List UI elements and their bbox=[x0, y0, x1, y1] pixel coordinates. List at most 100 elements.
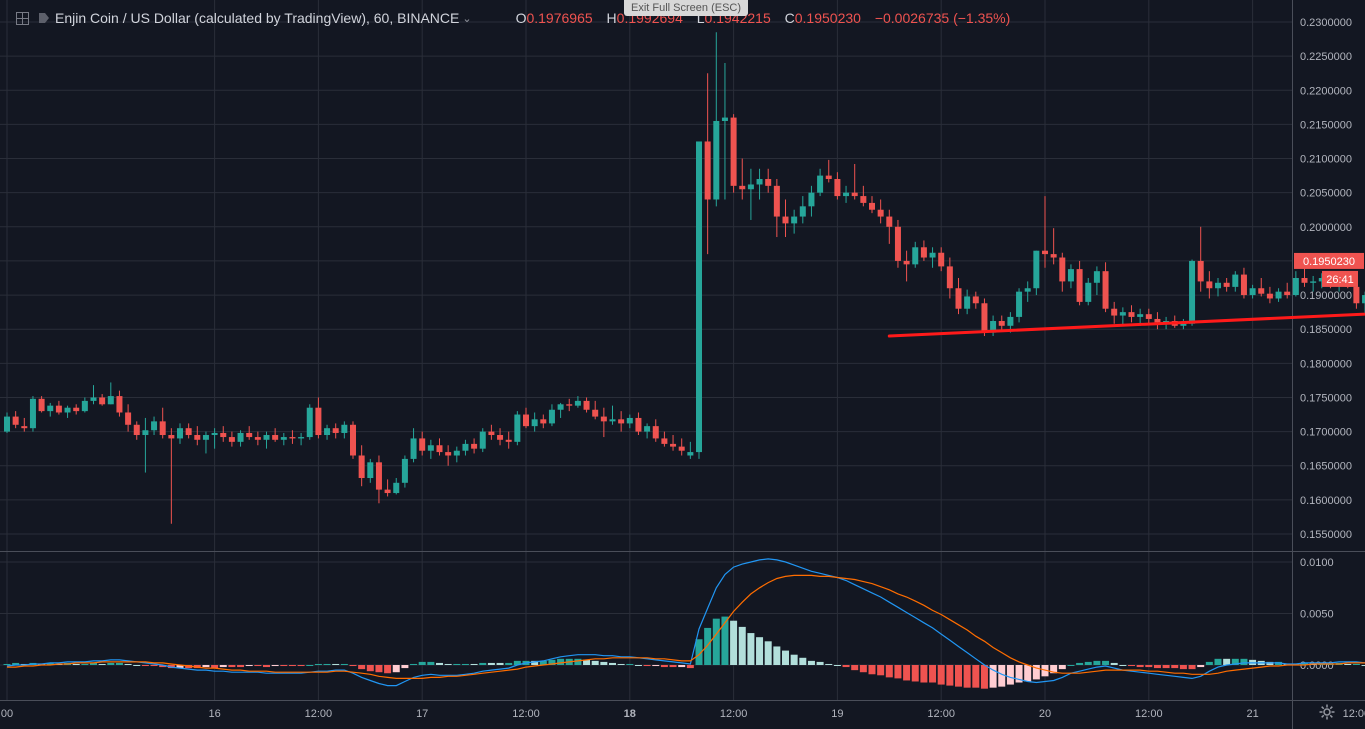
candle-body bbox=[263, 435, 270, 440]
candle bbox=[540, 414, 547, 429]
candle bbox=[393, 478, 400, 495]
candle-body bbox=[1197, 260, 1204, 282]
candle bbox=[609, 405, 616, 425]
candle bbox=[73, 404, 80, 415]
candle bbox=[955, 278, 962, 315]
candle-body bbox=[306, 407, 313, 438]
time-tick-label: 12:00 bbox=[305, 708, 333, 720]
candle bbox=[254, 431, 261, 446]
macd-bar bbox=[1162, 665, 1170, 669]
candle bbox=[1310, 275, 1317, 292]
price-tick-label: 0.1600000 bbox=[1300, 495, 1352, 507]
candle bbox=[808, 185, 815, 217]
candle-body bbox=[202, 435, 209, 440]
candle-body bbox=[696, 141, 702, 453]
macd-bar bbox=[366, 665, 374, 672]
macd-bar bbox=[747, 633, 755, 665]
macd-bar bbox=[314, 663, 322, 665]
candle bbox=[1275, 288, 1282, 302]
candle bbox=[1145, 308, 1152, 324]
candle-body bbox=[90, 397, 97, 401]
macd-tick-label: 0.0050 bbox=[1300, 609, 1334, 621]
candle bbox=[583, 397, 590, 413]
candle bbox=[1016, 288, 1023, 323]
candle-body bbox=[817, 175, 824, 193]
candle-body bbox=[228, 437, 235, 442]
candle-body bbox=[280, 437, 287, 440]
candle bbox=[644, 423, 651, 439]
high-key: H bbox=[606, 10, 617, 26]
macd-bar bbox=[782, 650, 789, 665]
symbol-title[interactable]: Enjin Coin / US Dollar (calculated by Tr… bbox=[55, 10, 460, 26]
macd-bar bbox=[358, 665, 366, 670]
macd-bar bbox=[1093, 660, 1101, 665]
candle bbox=[696, 141, 702, 459]
macd-line bbox=[6, 558, 1365, 687]
macd-bar bbox=[72, 663, 80, 665]
macd-bar bbox=[3, 663, 11, 665]
chevron-down-icon[interactable]: ⌄ bbox=[462, 12, 472, 25]
candle-body bbox=[730, 117, 737, 186]
candle-body bbox=[107, 396, 114, 405]
countdown-badge-text: 26:41 bbox=[1326, 274, 1354, 286]
exit-fullscreen-button[interactable]: Exit Full Screen (ESC) bbox=[624, 0, 748, 16]
macd-bar bbox=[98, 663, 106, 665]
time-tick-label: 18 bbox=[624, 708, 636, 720]
candle bbox=[298, 432, 305, 446]
candle-body bbox=[1310, 281, 1317, 283]
candle bbox=[462, 439, 469, 456]
candle-body bbox=[220, 432, 227, 438]
candle-body bbox=[1145, 314, 1152, 319]
candle-body bbox=[194, 435, 201, 440]
macd-bar bbox=[1361, 665, 1365, 666]
macd-bar bbox=[851, 665, 859, 671]
candle bbox=[375, 455, 382, 504]
candle-body bbox=[358, 455, 365, 479]
time-tick-label: 12:00 bbox=[1135, 708, 1163, 720]
macd-bar bbox=[634, 665, 642, 666]
macd-bar bbox=[799, 657, 807, 665]
candle bbox=[600, 407, 607, 438]
candle-body bbox=[946, 266, 953, 289]
macd-bar bbox=[107, 662, 115, 665]
change-value: −0.0026735 (−1.35%) bbox=[874, 10, 1011, 26]
candle-body bbox=[618, 419, 625, 424]
close-key: C bbox=[784, 10, 795, 26]
candle-body bbox=[721, 117, 728, 121]
candle bbox=[1042, 196, 1048, 268]
signal-line bbox=[7, 574, 1365, 679]
candle-body bbox=[185, 428, 192, 436]
macd-bar bbox=[998, 665, 1006, 687]
expand-icon[interactable] bbox=[16, 11, 29, 25]
macd-bar bbox=[574, 658, 582, 665]
symbol-tag-icon bbox=[39, 13, 49, 23]
low-key: L bbox=[696, 10, 705, 26]
candle bbox=[574, 396, 581, 408]
macd-bar bbox=[1102, 660, 1110, 665]
candle bbox=[1284, 282, 1291, 299]
candle-body bbox=[298, 437, 305, 439]
candle-body bbox=[38, 398, 45, 412]
macd-bar bbox=[591, 660, 599, 665]
macd-bar bbox=[859, 665, 867, 673]
candle-body bbox=[142, 430, 149, 436]
candle-body bbox=[877, 209, 884, 217]
macd-bar bbox=[470, 663, 478, 665]
macd-bar bbox=[643, 665, 651, 667]
macd-bar bbox=[911, 665, 919, 682]
price-tick-label: 0.2250000 bbox=[1300, 51, 1352, 63]
macd-bar bbox=[972, 665, 980, 688]
candle bbox=[1033, 250, 1040, 296]
candle-body bbox=[981, 303, 988, 333]
candle bbox=[133, 421, 140, 440]
candle-body bbox=[1266, 293, 1273, 299]
settings-gear-icon[interactable] bbox=[1318, 703, 1336, 721]
candle-body bbox=[609, 419, 616, 422]
candle bbox=[1232, 271, 1239, 292]
candle-body bbox=[1137, 314, 1144, 317]
candle bbox=[142, 417, 149, 473]
candle-body bbox=[254, 437, 261, 440]
macd-bar bbox=[211, 665, 219, 669]
macd-bar bbox=[159, 665, 167, 668]
